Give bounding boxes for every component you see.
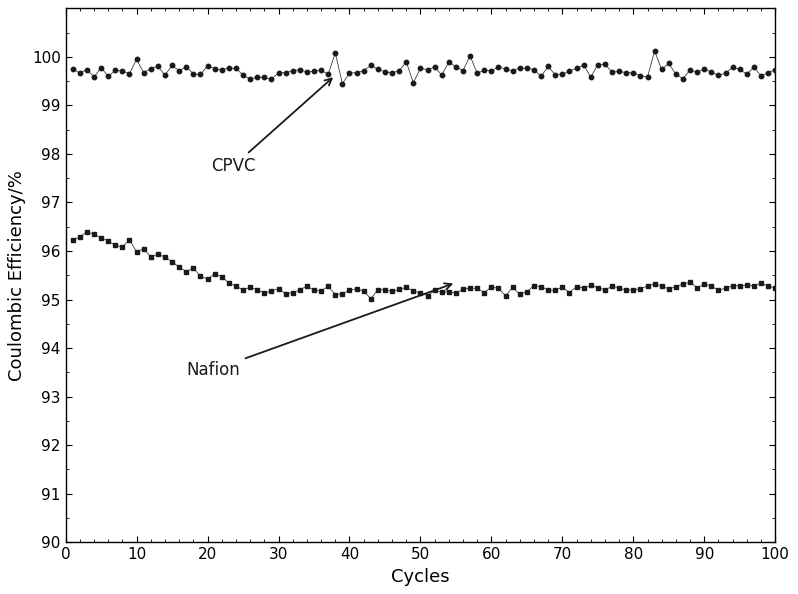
Text: CPVC: CPVC (211, 78, 332, 175)
Y-axis label: Coulombic Efficiency/%: Coulombic Efficiency/% (8, 170, 26, 381)
X-axis label: Cycles: Cycles (391, 568, 450, 586)
Text: Nafion: Nafion (186, 283, 452, 379)
